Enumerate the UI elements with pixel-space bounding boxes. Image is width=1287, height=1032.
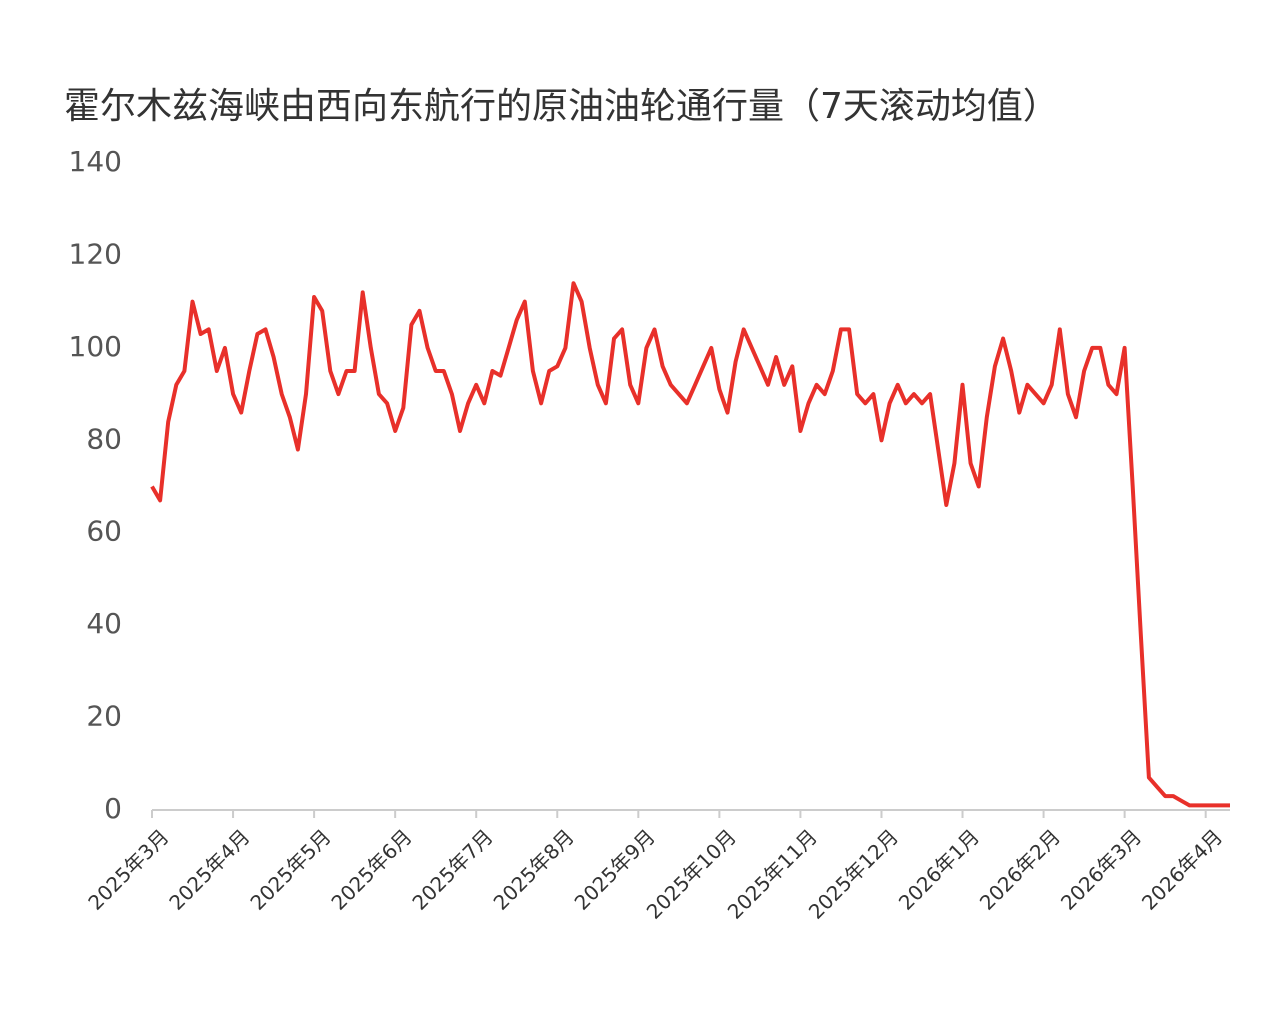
- y-tick-label: 20: [86, 700, 122, 733]
- y-tick-label: 0: [104, 792, 122, 825]
- y-tick-label: 40: [86, 607, 122, 640]
- chart-title: 霍尔木兹海峡由西向东航行的原油油轮通行量（7天滚动均值）: [64, 86, 1059, 127]
- y-tick-label: 120: [69, 237, 122, 270]
- x-tick-label: 2025年4月: [164, 825, 254, 915]
- x-tick-label: 2026年3月: [1056, 825, 1146, 915]
- x-tick-label: 2025年6月: [326, 825, 416, 915]
- y-tick-label: 100: [69, 330, 122, 363]
- y-tick-label: 80: [86, 422, 122, 455]
- line-series: [150, 281, 1230, 808]
- x-tick-label: 2026年1月: [894, 825, 984, 915]
- y-tick-label: 60: [86, 515, 122, 548]
- x-tick-label: 2025年3月: [83, 825, 173, 915]
- x-tick-label: 2025年7月: [408, 825, 498, 915]
- y-tick-label: 140: [69, 145, 122, 178]
- x-tick-label: 2025年8月: [489, 825, 579, 915]
- x-tick-label: 2026年2月: [975, 825, 1065, 915]
- x-tick-label: 2026年4月: [1137, 825, 1227, 915]
- x-tick-label: 2025年5月: [245, 825, 335, 915]
